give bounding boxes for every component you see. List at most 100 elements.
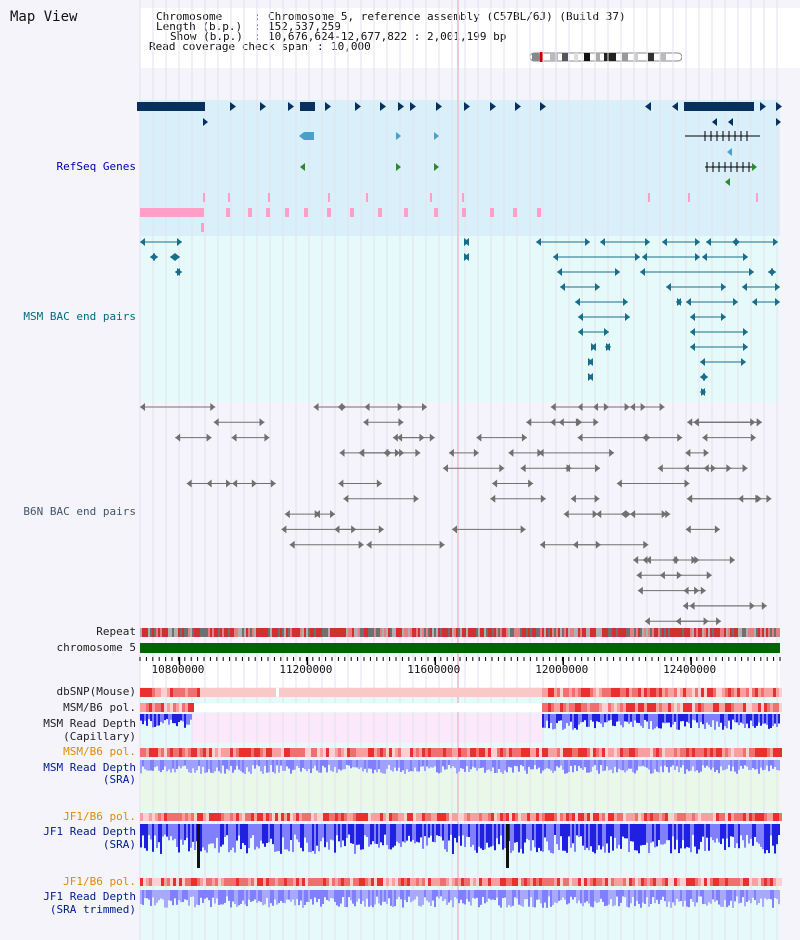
depth-bar — [382, 760, 384, 774]
depth-bar — [612, 714, 614, 726]
depth-bar — [530, 890, 532, 898]
heat-cell — [701, 748, 704, 757]
heat-cell — [194, 813, 197, 821]
depth-bar — [748, 890, 750, 901]
heat-cell — [719, 703, 722, 712]
b6n-bac-pair-end — [596, 510, 602, 519]
heat-cell — [239, 688, 242, 697]
depth-bar — [598, 890, 600, 903]
depth-bar — [146, 890, 148, 899]
repeat-segment — [412, 628, 414, 637]
depth-bar — [764, 760, 766, 770]
heat-cell — [218, 703, 221, 712]
heat-cell — [743, 688, 746, 697]
depth-bar — [638, 890, 640, 904]
heat-cell — [497, 703, 500, 712]
track-label-jf1-b6-pol-2[interactable]: JF1/B6 pol. — [63, 875, 136, 888]
track-label-msm-depth-sra-sub: (SRA) — [102, 773, 136, 786]
gene-pink-block — [378, 208, 382, 217]
msm-bac-pair-end — [676, 298, 681, 306]
heat-cell — [338, 688, 341, 697]
repeat-segment — [594, 628, 596, 637]
track-label-msm-b6-pol-2[interactable]: MSM/B6 pol. — [63, 745, 136, 758]
depth-bar — [312, 890, 314, 905]
depth-bar — [470, 760, 472, 770]
heat-cell — [374, 688, 377, 697]
heat-cell — [152, 688, 155, 697]
depth-bar — [712, 824, 714, 841]
heat-cell — [230, 703, 233, 712]
depth-bar — [312, 760, 314, 769]
depth-bar — [354, 890, 356, 907]
track-label-msm-bac[interactable]: MSM BAC end pairs — [23, 310, 136, 323]
track-label-repeat[interactable]: Repeat — [96, 625, 136, 638]
depth-bar — [596, 890, 598, 903]
depth-bar — [424, 890, 426, 898]
depth-bar — [582, 890, 584, 907]
repeat-segment — [608, 628, 610, 637]
heat-cell — [242, 703, 245, 712]
heat-cell — [464, 688, 467, 697]
heat-cell — [449, 878, 452, 886]
b6n-bac-pair-end — [284, 510, 290, 519]
heat-cell — [491, 748, 494, 757]
depth-bar — [768, 760, 770, 772]
heat-cell — [470, 703, 473, 712]
b6n-bac-pair-end — [206, 433, 212, 442]
depth-bar — [494, 890, 496, 901]
depth-bar — [264, 824, 266, 847]
heat-cell — [653, 813, 656, 821]
depth-bar — [366, 824, 368, 837]
depth-bar — [534, 824, 536, 848]
depth-bar — [758, 890, 760, 904]
b6n-bac-pair-end — [570, 494, 576, 503]
depth-bar — [436, 760, 438, 773]
track-label-chromosome[interactable]: chromosome 5 — [56, 641, 136, 654]
depth-bar — [510, 760, 512, 768]
repeat-segment — [716, 628, 718, 637]
track-label-msm-b6-pol[interactable]: MSM/B6 pol. — [63, 701, 136, 714]
heat-cell — [185, 688, 188, 697]
depth-bar — [726, 760, 728, 769]
heat-cell — [620, 748, 623, 757]
b6n-bac-pair-end — [226, 479, 232, 488]
depth-bar — [652, 760, 654, 774]
b6n-bac-pair-end — [473, 448, 479, 457]
heat-cell — [704, 878, 707, 886]
repeat-segment — [410, 628, 412, 637]
heat-cell — [245, 703, 248, 712]
b6n-bac-pair-end — [520, 464, 526, 473]
heat-cell — [563, 748, 566, 757]
depth-bar — [360, 760, 362, 768]
repeat-segment — [294, 628, 296, 637]
track-label-msm-depth-sra[interactable]: MSM Read Depth — [43, 761, 136, 774]
depth-bar — [428, 890, 430, 903]
depth-bar — [726, 890, 728, 908]
repeat-segment — [714, 628, 716, 637]
depth-bar — [162, 890, 164, 900]
heat-cell — [416, 748, 419, 757]
track-label-b6n-bac[interactable]: B6N BAC end pairs — [23, 505, 136, 518]
chromosome-ideogram[interactable] — [530, 52, 682, 62]
heat-cell — [413, 813, 416, 821]
heat-cell — [533, 703, 536, 712]
depth-bar — [700, 760, 702, 772]
depth-bar — [282, 760, 284, 771]
track-label-msm-depth-capillary[interactable]: MSM Read Depth — [43, 717, 136, 730]
heat-cell — [221, 748, 224, 757]
track-label-jf1-trimmed[interactable]: JF1 Read Depth — [43, 890, 136, 903]
track-label-jf1-b6-pol[interactable]: JF1/B6 pol. — [63, 810, 136, 823]
depth-bar — [540, 890, 542, 904]
heat-cell — [551, 813, 554, 821]
track-label-dbsnp[interactable]: dbSNP(Mouse) — [56, 685, 136, 698]
depth-bar — [354, 760, 356, 768]
heat-cell — [776, 688, 779, 697]
track-label-refseq[interactable]: RefSeq Genes — [56, 160, 136, 173]
msm-bac-pair-end — [695, 238, 700, 246]
depth-bar — [742, 714, 744, 724]
depth-bar — [768, 714, 770, 729]
depth-bar — [512, 890, 514, 906]
track-label-jf1-depth[interactable]: JF1 Read Depth — [43, 825, 136, 838]
heat-cell — [779, 748, 782, 757]
